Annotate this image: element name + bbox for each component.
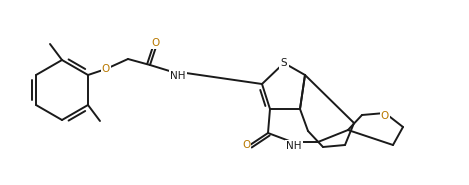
- Text: S: S: [280, 58, 287, 68]
- Text: NH: NH: [170, 71, 186, 81]
- Text: O: O: [242, 140, 250, 150]
- Text: NH: NH: [286, 141, 302, 151]
- Text: O: O: [381, 111, 389, 121]
- Text: O: O: [152, 38, 160, 48]
- Text: O: O: [102, 64, 110, 74]
